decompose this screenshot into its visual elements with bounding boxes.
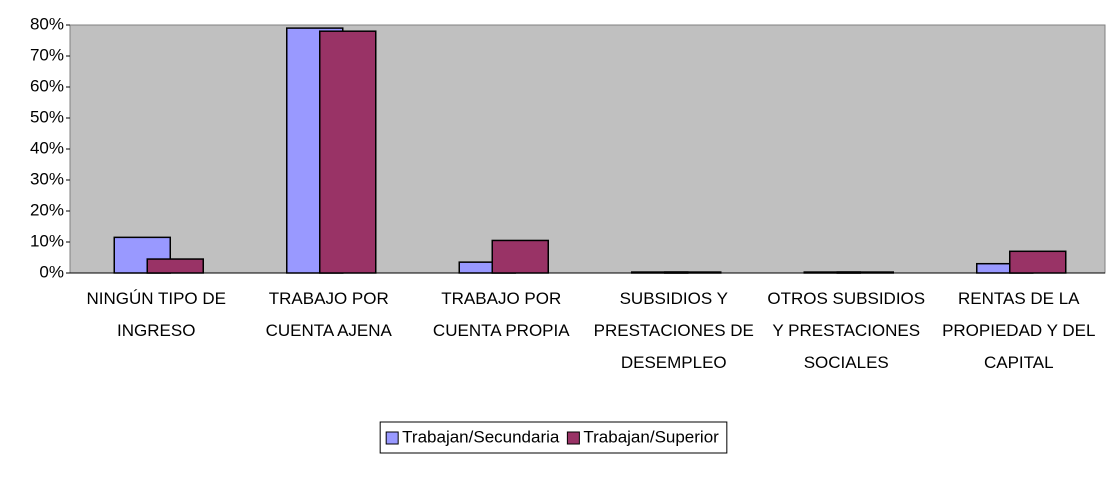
x-tick-label: RENTAS DE LA PROPIEDAD Y DEL CAPITAL <box>942 289 1095 372</box>
bar <box>146 258 204 274</box>
bar <box>491 239 549 274</box>
y-tick-label: 40% <box>30 138 64 157</box>
y-tick-label: 10% <box>30 231 64 250</box>
x-tick-label: TRABAJO POR CUENTA PROPIA <box>433 289 570 340</box>
x-tick-label: TRABAJO POR CUENTA AJENA <box>266 289 393 340</box>
plot-area <box>69 24 1106 274</box>
y-tick-label: 20% <box>30 200 64 219</box>
legend-box <box>379 421 728 454</box>
bar <box>319 30 377 274</box>
x-tick-label: SUBSIDIOS Y PRESTACIONES DE DESEMPLEO <box>594 289 754 372</box>
x-tick-label: NINGÚN TIPO DE INGRESO <box>87 289 226 340</box>
y-tick-label: 60% <box>30 76 64 95</box>
legend: Trabajan/Secundaria Trabajan/Superior <box>379 421 728 454</box>
y-tick-label: 50% <box>30 107 64 126</box>
y-tick-label: 70% <box>30 45 64 64</box>
y-tick-label: 0% <box>39 262 64 281</box>
bar <box>1009 250 1067 274</box>
legend-label: Trabajan/Superior <box>583 427 719 446</box>
legend-label: Trabajan/Secundaria <box>402 427 560 446</box>
y-tick-label: 30% <box>30 169 64 188</box>
x-tick-label: OTROS SUBSIDIOS Y PRESTACIONES SOCIALES <box>767 289 925 372</box>
legend-swatch <box>566 431 580 445</box>
y-tick-label: 80% <box>30 14 64 33</box>
legend-swatch <box>385 431 399 445</box>
